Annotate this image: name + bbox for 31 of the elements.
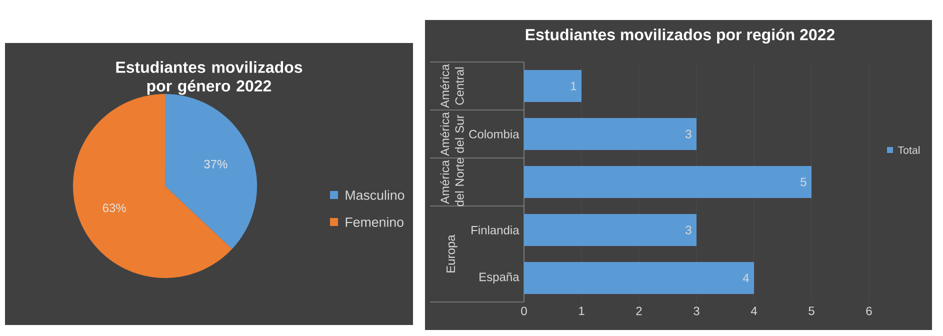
bar — [524, 214, 696, 246]
x-tick-label: 5 — [808, 306, 814, 316]
bar — [524, 262, 754, 294]
legend-label: Femenino — [346, 217, 404, 227]
x-tick-label: 6 — [866, 306, 872, 316]
data-label: 63% — [102, 204, 126, 212]
y-tick-label: Colombia — [469, 130, 520, 138]
text: América Central — [440, 64, 464, 108]
legend-label: Total — [898, 146, 920, 154]
bar — [524, 70, 582, 102]
bar — [524, 118, 696, 150]
data-label: 3 — [686, 130, 692, 138]
x-tick-label: 2 — [636, 306, 642, 316]
text: América del Sur — [440, 112, 464, 156]
text: América del Norte — [440, 158, 464, 206]
x-tick-label: 3 — [694, 306, 700, 316]
x-tick-label: 4 — [750, 306, 757, 315]
chart-title: Estudiantes movilizados por región 2022 — [526, 28, 835, 44]
y-tick-label: España — [480, 272, 520, 284]
y-tick-label: Finlandia — [472, 226, 520, 234]
data-label: 1 — [571, 82, 576, 90]
bar — [524, 166, 812, 198]
text: Europa — [446, 234, 458, 272]
x-tick-label: 0 — [521, 306, 527, 316]
data-label: 5 — [800, 178, 806, 186]
legend-label: Masculino — [346, 190, 404, 200]
x-tick-label: 1 — [579, 306, 584, 315]
data-label: 3 — [686, 226, 692, 234]
data-label: 37% — [204, 160, 228, 168]
chart-title: Estudiantes movilizados por género 2022 — [116, 61, 302, 95]
data-label: 4 — [742, 274, 749, 282]
